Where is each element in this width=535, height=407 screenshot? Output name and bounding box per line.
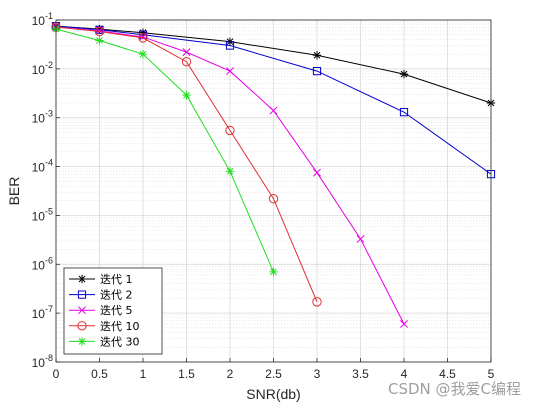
data-point — [95, 24, 104, 34]
series-layer — [51, 21, 496, 328]
legend-marker — [77, 321, 87, 331]
data-point — [181, 57, 192, 67]
data-point — [312, 66, 322, 76]
data-point — [225, 167, 235, 176]
data-point — [138, 49, 148, 59]
data-point — [182, 90, 191, 100]
data-point — [356, 234, 365, 243]
legend-entry: 迭代 30 — [69, 335, 140, 348]
legend-marker — [78, 306, 86, 315]
y-tick-label: 10-6 — [32, 255, 53, 272]
data-point — [400, 320, 408, 328]
x-axis-label: SNR(db) — [246, 386, 300, 402]
x-tick-label: 2.5 — [265, 367, 282, 381]
legend-label: 迭代 2 — [100, 289, 133, 302]
x-tick-label: 0 — [53, 367, 60, 381]
x-tick-label: 2 — [227, 367, 234, 381]
data-point — [269, 106, 278, 115]
series-line — [55, 28, 274, 273]
y-tick-label: 10-8 — [32, 353, 53, 370]
legend-marker — [77, 337, 87, 346]
x-tick-label: 0.5 — [91, 367, 108, 381]
data-point — [312, 297, 322, 307]
x-tick-label: 4 — [401, 367, 408, 381]
legend-entry: 迭代 5 — [69, 304, 133, 317]
series-3 — [52, 23, 408, 328]
data-point — [399, 108, 409, 117]
ticks: 0 0.5 1 1.5 2 2.5 3 3.5 4 4.5 5 10-8 10-7 10-6 10-5 10-… — [32, 11, 495, 381]
data-point — [225, 41, 235, 50]
legend-label: 迭代 10 — [100, 320, 140, 333]
x-tick-label: 3.5 — [352, 367, 369, 381]
data-point — [268, 193, 279, 204]
data-point — [225, 125, 235, 136]
x-tick-label: 1 — [140, 367, 147, 381]
data-point — [182, 48, 191, 57]
y-tick-label: 10-3 — [32, 109, 53, 126]
watermark-text: CSDN @我爱C编程 — [387, 380, 521, 398]
legend-entry: 迭代 1 — [69, 273, 133, 286]
y-tick-label: 10-4 — [32, 158, 53, 175]
data-point — [269, 267, 278, 277]
x-tick-label: 4.5 — [439, 367, 456, 381]
legend-marker — [77, 290, 87, 299]
legend-label: 迭代 1 — [100, 273, 133, 286]
data-point — [312, 51, 322, 60]
x-tick-label: 1.5 — [178, 367, 195, 381]
x-tick-label: 3 — [314, 367, 321, 381]
legend-label: 迭代 5 — [100, 304, 133, 317]
data-point — [138, 33, 148, 43]
legend-entry: 迭代 2 — [69, 289, 133, 302]
legend: 迭代 1 迭代 2 迭代 5 迭代 10 迭代 30 — [63, 267, 163, 355]
data-point — [138, 28, 148, 37]
y-axis-label: BER — [6, 177, 22, 206]
series-line — [55, 25, 492, 175]
series-line — [55, 26, 318, 303]
data-point — [313, 168, 321, 177]
series-4 — [51, 22, 322, 307]
data-point — [399, 69, 409, 79]
x-tick-label: 5 — [488, 367, 495, 381]
data-point — [95, 36, 104, 45]
y-tick-label: 10-7 — [32, 304, 53, 321]
data-point — [226, 67, 234, 76]
data-point — [94, 26, 105, 37]
y-tick-label: 10-2 — [32, 60, 53, 77]
legend-label: 迭代 30 — [100, 335, 140, 348]
y-tick-label: 10-1 — [32, 11, 53, 28]
legend-entry: 迭代 10 — [69, 320, 140, 333]
y-tick-label: 10-5 — [32, 206, 53, 223]
legend-marker — [77, 274, 87, 284]
